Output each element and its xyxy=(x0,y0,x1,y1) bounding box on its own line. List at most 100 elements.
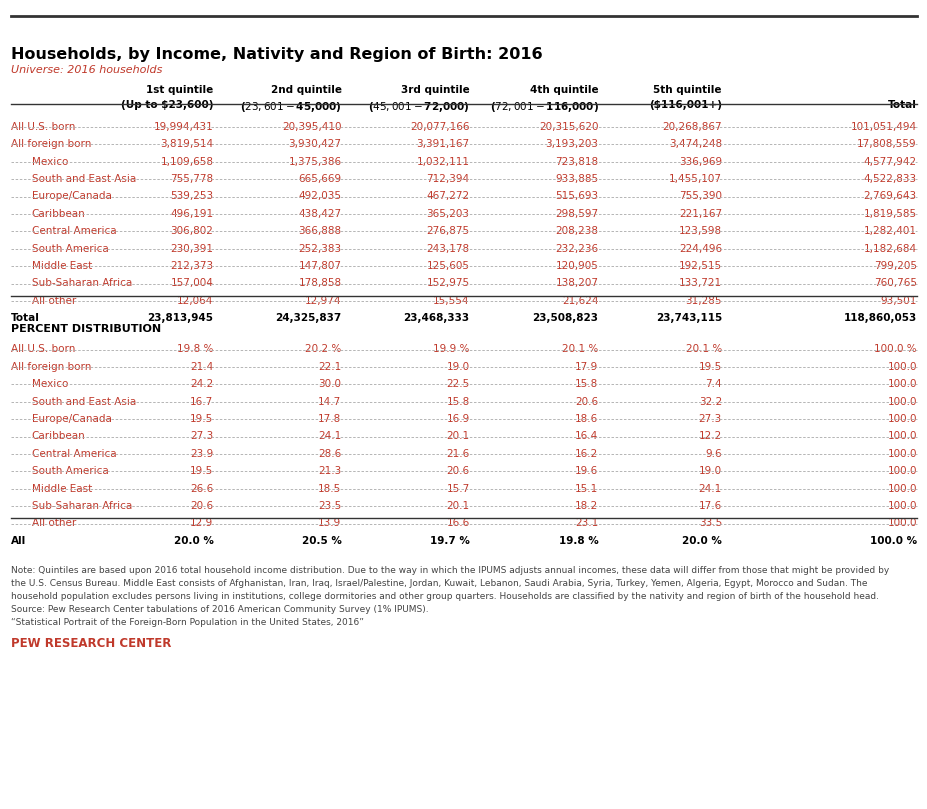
Text: 20.2 %: 20.2 % xyxy=(305,345,341,354)
Text: 15.8: 15.8 xyxy=(446,396,469,407)
Text: Source: Pew Research Center tabulations of 2016 American Community Survey (1% IP: Source: Pew Research Center tabulations … xyxy=(11,605,428,614)
Text: 16.7: 16.7 xyxy=(190,396,213,407)
Text: 7.4: 7.4 xyxy=(705,379,721,389)
Text: 27.3: 27.3 xyxy=(190,431,213,442)
Text: 21.4: 21.4 xyxy=(190,362,213,372)
Text: Central America: Central America xyxy=(32,449,116,459)
Text: 125,605: 125,605 xyxy=(426,260,469,271)
Text: 3,819,514: 3,819,514 xyxy=(160,139,213,149)
Text: 224,496: 224,496 xyxy=(679,244,721,253)
Text: 755,390: 755,390 xyxy=(679,192,721,201)
Text: 100.0: 100.0 xyxy=(886,466,916,477)
Text: 19.9 %: 19.9 % xyxy=(433,345,469,354)
Text: 21.6: 21.6 xyxy=(446,449,469,459)
Text: 13.9: 13.9 xyxy=(318,519,341,528)
Text: 3,930,427: 3,930,427 xyxy=(288,139,341,149)
Text: 12,064: 12,064 xyxy=(177,295,213,306)
Text: 20.1 %: 20.1 % xyxy=(562,345,598,354)
Text: Sub-Saharan Africa: Sub-Saharan Africa xyxy=(32,278,132,288)
Text: 19.0: 19.0 xyxy=(698,466,721,477)
Text: 1,455,107: 1,455,107 xyxy=(668,174,721,184)
Text: 100.0: 100.0 xyxy=(886,484,916,493)
Text: 118,860,053: 118,860,053 xyxy=(843,313,916,323)
Text: 100.0 %: 100.0 % xyxy=(869,536,916,546)
Text: 23.1: 23.1 xyxy=(575,519,598,528)
Text: 20.1: 20.1 xyxy=(446,431,469,442)
Text: Universe: 2016 households: Universe: 2016 households xyxy=(11,65,162,74)
Text: 15.1: 15.1 xyxy=(575,484,598,493)
Text: 19.5: 19.5 xyxy=(190,414,213,424)
Text: 515,693: 515,693 xyxy=(555,192,598,201)
Text: 252,383: 252,383 xyxy=(298,244,341,253)
Text: 492,035: 492,035 xyxy=(298,192,341,201)
Text: 799,205: 799,205 xyxy=(873,260,916,271)
Text: 306,802: 306,802 xyxy=(171,226,213,236)
Text: Total: Total xyxy=(11,313,40,323)
Text: 3,391,167: 3,391,167 xyxy=(416,139,469,149)
Text: 3,193,203: 3,193,203 xyxy=(545,139,598,149)
Text: 22.5: 22.5 xyxy=(446,379,469,389)
Text: 1st quintile: 1st quintile xyxy=(146,85,213,95)
Text: Central America: Central America xyxy=(32,226,116,236)
Text: 723,818: 723,818 xyxy=(555,157,598,167)
Text: 24.1: 24.1 xyxy=(698,484,721,493)
Text: 2,769,643: 2,769,643 xyxy=(863,192,916,201)
Text: household population excludes persons living in institutions, college dormitorie: household population excludes persons li… xyxy=(11,592,878,601)
Text: ($116,001+): ($116,001+) xyxy=(648,100,721,109)
Text: Households, by Income, Nativity and Region of Birth: 2016: Households, by Income, Nativity and Regi… xyxy=(11,47,542,62)
Text: 23,813,945: 23,813,945 xyxy=(147,313,213,323)
Text: All foreign born: All foreign born xyxy=(11,362,92,372)
Text: 100.0: 100.0 xyxy=(886,449,916,459)
Text: 1,375,386: 1,375,386 xyxy=(288,157,341,167)
Text: 366,888: 366,888 xyxy=(298,226,341,236)
Text: Middle East: Middle East xyxy=(32,260,92,271)
Text: 933,885: 933,885 xyxy=(555,174,598,184)
Text: Caribbean: Caribbean xyxy=(32,209,85,218)
Text: 712,394: 712,394 xyxy=(426,174,469,184)
Text: 18.6: 18.6 xyxy=(575,414,598,424)
Text: 93,501: 93,501 xyxy=(880,295,916,306)
Text: 20,315,620: 20,315,620 xyxy=(539,122,598,132)
Text: Note: Quintiles are based upon 2016 total household income distribution. Due to : Note: Quintiles are based upon 2016 tota… xyxy=(11,566,888,575)
Text: All other: All other xyxy=(32,519,76,528)
Text: PEW RESEARCH CENTER: PEW RESEARCH CENTER xyxy=(11,637,171,650)
Text: 28.6: 28.6 xyxy=(318,449,341,459)
Text: 33.5: 33.5 xyxy=(698,519,721,528)
Text: 27.3: 27.3 xyxy=(698,414,721,424)
Text: 17.8: 17.8 xyxy=(318,414,341,424)
Text: 14.7: 14.7 xyxy=(318,396,341,407)
Text: 24.2: 24.2 xyxy=(190,379,213,389)
Text: 100.0: 100.0 xyxy=(886,501,916,511)
Text: 3,474,248: 3,474,248 xyxy=(668,139,721,149)
Text: 19.0: 19.0 xyxy=(446,362,469,372)
Text: 20.6: 20.6 xyxy=(446,466,469,477)
Text: 1,182,684: 1,182,684 xyxy=(863,244,916,253)
Text: South America: South America xyxy=(32,244,108,253)
Text: 18.5: 18.5 xyxy=(318,484,341,493)
Text: 212,373: 212,373 xyxy=(171,260,213,271)
Text: Total: Total xyxy=(887,100,916,109)
Text: 243,178: 243,178 xyxy=(426,244,469,253)
Text: 100.0: 100.0 xyxy=(886,519,916,528)
Text: 20.1: 20.1 xyxy=(446,501,469,511)
Text: 30.0: 30.0 xyxy=(318,379,341,389)
Text: 20.1 %: 20.1 % xyxy=(685,345,721,354)
Text: “Statistical Portrait of the Foreign-Born Population in the United States, 2016”: “Statistical Portrait of the Foreign-Bor… xyxy=(11,618,363,627)
Text: 157,004: 157,004 xyxy=(171,278,213,288)
Text: 496,191: 496,191 xyxy=(171,209,213,218)
Text: 21.3: 21.3 xyxy=(318,466,341,477)
Text: Middle East: Middle East xyxy=(32,484,92,493)
Text: South and East Asia: South and East Asia xyxy=(32,174,135,184)
Text: (Up to $23,600): (Up to $23,600) xyxy=(121,100,213,109)
Text: All foreign born: All foreign born xyxy=(11,139,92,149)
Text: 123,598: 123,598 xyxy=(679,226,721,236)
Text: 298,597: 298,597 xyxy=(555,209,598,218)
Text: 138,207: 138,207 xyxy=(555,278,598,288)
Text: 19.7 %: 19.7 % xyxy=(429,536,469,546)
Text: 23.9: 23.9 xyxy=(190,449,213,459)
Text: 12.9: 12.9 xyxy=(190,519,213,528)
Text: 23,508,823: 23,508,823 xyxy=(532,313,598,323)
Text: 20,268,867: 20,268,867 xyxy=(662,122,721,132)
Text: 1,032,111: 1,032,111 xyxy=(416,157,469,167)
Text: Europe/Canada: Europe/Canada xyxy=(32,192,111,201)
